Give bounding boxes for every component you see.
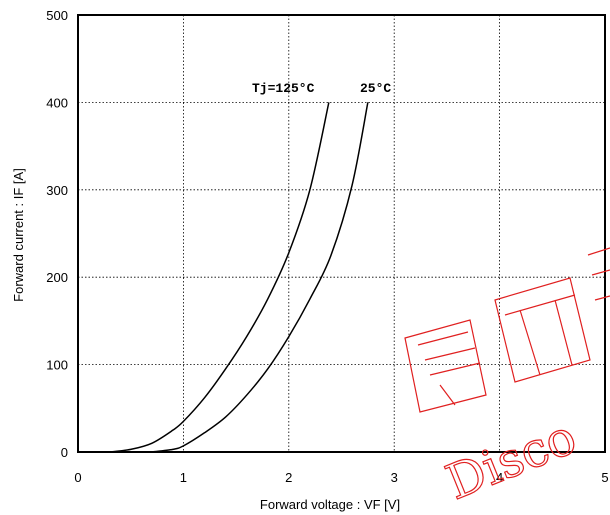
series-line-tj-125c: [109, 102, 330, 453]
x-tick-label: 2: [285, 470, 292, 485]
tick-label-layer: 0 1 2 3 4 5 0 100 200 300 400 500: [46, 8, 608, 485]
x-tick-label: 5: [601, 470, 608, 485]
watermark: Disco: [404, 247, 610, 512]
plot-frame: [77, 14, 606, 453]
x-tick-label: 3: [391, 470, 398, 485]
annotation-tj-125: Tj=125°C: [252, 81, 315, 96]
watermark-text: Disco: [439, 409, 584, 511]
y-axis-title: Forward current : IF [A]: [11, 168, 26, 302]
y-tick-label: 300: [46, 183, 68, 198]
y-tick-label: 400: [46, 95, 68, 110]
series-line-25c: [151, 102, 369, 453]
grid-layer: [78, 15, 605, 452]
x-tick-label: 1: [180, 470, 187, 485]
x-axis-title: Forward voltage : VF [V]: [260, 497, 400, 512]
y-tick-label: 200: [46, 270, 68, 285]
y-tick-label: 100: [46, 358, 68, 373]
watermark-glyphs-icon: [404, 247, 610, 413]
x-tick-label: 4: [496, 470, 503, 485]
curve-layer: [109, 102, 369, 453]
y-tick-label: 500: [46, 8, 68, 23]
y-tick-label: 0: [61, 445, 68, 460]
annotation-25c: 25°C: [360, 81, 391, 96]
x-tick-label: 0: [74, 470, 81, 485]
